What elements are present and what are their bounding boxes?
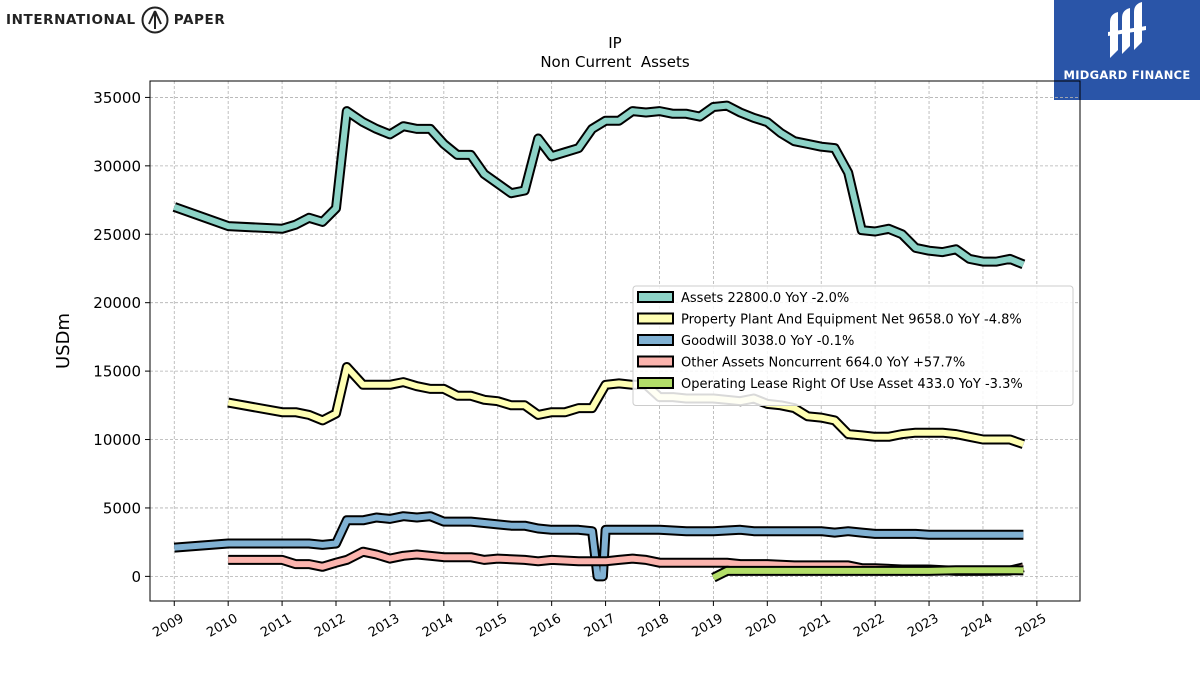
legend-item-property-plant-and-equipment-net-swatch: [637, 312, 674, 325]
y-tick-label: 20000: [93, 294, 141, 312]
legend-item-property-plant-and-equipment-net-label: Property Plant And Equipment Net 9658.0 …: [681, 313, 1022, 328]
x-tick-label: 2016: [528, 611, 564, 641]
y-tick-label: 25000: [93, 226, 141, 244]
legend-item-assets-label: Assets 22800.0 YoY -2.0%: [681, 291, 849, 306]
midgard-logo-text: MIDGARD FINANCE: [1063, 68, 1191, 82]
ip-emblem-icon: [141, 6, 169, 34]
x-tick-label: 2013: [366, 611, 402, 641]
x-tick-label: 2019: [690, 611, 726, 641]
plot-frame: [149, 80, 1081, 602]
y-tick-label: 5000: [103, 499, 141, 517]
legend-item-other-assets-noncurrent-swatch: [637, 355, 674, 368]
x-tick-label: 2024: [959, 611, 995, 641]
y-tick-label: 10000: [93, 431, 141, 449]
x-tick-label: 2009: [150, 611, 186, 641]
x-tick-label: 2023: [905, 611, 941, 641]
legend-item-operating-lease-right-of-use-asset-swatch: [637, 377, 674, 389]
y-tick-label: 30000: [93, 157, 141, 175]
x-tick-label: 2025: [1013, 611, 1049, 641]
x-tick-label: 2012: [312, 611, 348, 641]
legend: Assets 22800.0 YoY -2.0% Property Plant A…: [632, 285, 1074, 406]
chart-subtitle: Non Current Assets: [540, 53, 690, 71]
y-axis-label: USDm: [53, 313, 74, 369]
legend-item-goodwill-label: Goodwill 3038.0 YoY -0.1%: [681, 334, 854, 349]
legend-item-other-assets-noncurrent-label: Other Assets Noncurrent 664.0 YoY +57.7%: [681, 356, 965, 371]
x-tick-label: 2022: [851, 611, 887, 641]
international-paper-logo: INTERNATIONAL PAPER: [6, 4, 225, 36]
midgard-finance-logo: MIDGARD FINANCE: [1054, 0, 1200, 100]
y-tick-label: 35000: [93, 89, 141, 107]
x-tick-label: 2020: [743, 611, 779, 641]
legend-item-assets-swatch: [637, 291, 674, 303]
x-tick-label: 2018: [636, 611, 672, 641]
legend-item-goodwill-swatch: [637, 334, 674, 346]
legend-item-operating-lease-right-of-use-asset-label: Operating Lease Right Of Use Asset 433.0…: [681, 377, 1023, 392]
y-tick-label: 0: [131, 568, 141, 586]
x-tick-label: 2021: [797, 611, 833, 641]
series-operating-lease-right-of-use-asset-line: [712, 567, 1024, 581]
y-axis: 0 5000 10000 15000 20000 25000 30000 35000: [93, 89, 150, 586]
series-assets-outline: [172, 100, 1026, 270]
x-axis: 2009 2010 2011 2012 2013 2014 2015 2016 2017 2018…: [150, 601, 1049, 641]
x-tick-label: 2014: [420, 611, 456, 641]
chart-title: IP: [608, 34, 621, 52]
logo-text-international: INTERNATIONAL: [6, 12, 136, 28]
x-tick-label: 2015: [474, 611, 510, 641]
midgard-emblem-icon: [1108, 2, 1146, 58]
y-tick-label: 15000: [93, 363, 141, 381]
legend-box: [632, 285, 1074, 406]
x-tick-label: 2010: [204, 611, 240, 641]
series-goodwill-line: [174, 513, 1024, 580]
x-tick-label: 2011: [258, 611, 294, 641]
series-assets-line: [173, 102, 1025, 268]
x-tick-label: 2017: [582, 611, 618, 641]
logo-text-paper: PAPER: [173, 12, 226, 28]
